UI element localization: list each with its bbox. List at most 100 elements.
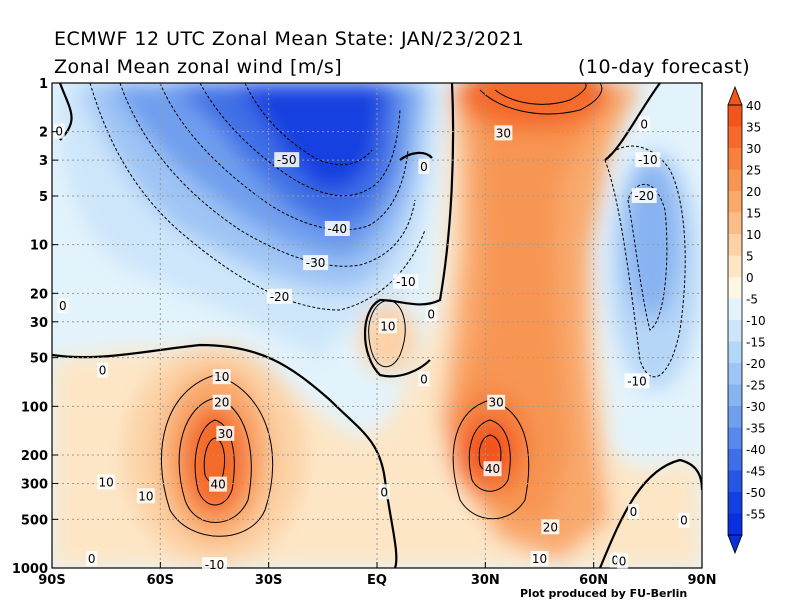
contour-label-bg [393,273,419,289]
colorbar-label: -10 [746,314,766,328]
colorbar-label: -25 [746,379,766,393]
contour-label-bg [617,553,629,569]
contour-label: 10 [99,475,114,489]
y-tick-label: 200 [21,449,48,464]
contour-label-bg [494,125,513,141]
contour-label-bg [378,484,390,500]
contour-label: -40 [327,222,347,236]
colorbar-swatch [728,277,742,299]
y-tick-label: 10 [30,239,48,254]
colorbar-label: -35 [746,422,766,436]
contour-label-bg [487,394,506,410]
contour-label: 40 [485,462,500,476]
colorbar-label: -20 [746,357,766,371]
contour-label-bg [678,512,690,528]
contour-label: 0 [99,363,107,377]
contour-label: 10 [214,370,229,384]
contour-label: 0 [420,160,428,174]
contour-label-bg [53,123,65,139]
colorbar-swatch [728,298,742,321]
contour-label-bg [324,220,350,236]
colorbar-swatch [728,126,742,149]
contour-label-bg [418,158,430,174]
colorbar-swatch [728,148,742,170]
contour-label: 0 [612,554,620,568]
contour-label: -10 [205,558,225,572]
x-tick-label: 90S [38,573,65,588]
y-tick-label: 2 [39,126,48,141]
contour-label: 20 [214,396,229,410]
colorbar-swatch [728,255,742,278]
contour-label-bg [136,488,155,504]
colorbar-arrow-bottom [727,534,743,555]
y-tick-label: 300 [21,477,48,492]
colorbar-label: 15 [746,207,761,221]
colorbar-swatch [728,427,742,450]
grid-lines [52,83,702,568]
contour-label-bg [378,318,397,334]
colorbar-label: 0 [746,271,754,285]
forecast-label: (10-day forecast) [578,56,751,78]
colorbar-swatch [728,406,742,428]
contour-label-bg [267,288,292,304]
contour-label-bg [609,552,621,568]
contour-label-bg [624,373,650,389]
colorbar-swatch [728,470,742,493]
colorbar-label: -55 [746,508,766,522]
contour-label: 0 [420,372,428,386]
colorbar-swatch [728,449,742,471]
contour-label: 0 [380,485,388,499]
contour-label: 10 [532,552,547,566]
contour-label-bg [57,298,69,314]
contour-label: -50 [277,153,297,167]
y-axis: 1 2 3 5 10 20 30 50 100 200 300 500 1000 [12,77,58,577]
contour-label-bg [638,116,650,132]
colorbar-arrow-top [727,85,743,106]
chart-subtitle: Zonal Mean zonal wind [m/s] [54,56,343,78]
colorbar-label: 40 [746,99,761,113]
y-tick-label: 30 [30,316,48,331]
contour-label-bg [274,152,300,168]
contour-label-bg [627,503,639,519]
contour-label-bg [86,551,98,567]
colorbar-label: -5 [746,293,758,307]
colorbar-label: -15 [746,336,766,350]
colorbar-label: 5 [746,250,754,264]
contour-label-bg [418,371,430,387]
contour-label: -10 [396,275,416,289]
contour-label: 0 [630,505,638,519]
contour-label-bg [97,362,109,378]
colorbar-label: 20 [746,185,761,199]
contour-label: 10 [380,319,395,333]
colorbar-swatch [728,384,742,407]
contour-label: -20 [634,189,654,203]
y-tick-label: 1000 [12,562,48,577]
colorbar-label: -30 [746,400,766,414]
y-tick-label: 500 [21,513,48,528]
contour-label: -30 [306,256,326,270]
y-tick-label: 20 [30,287,48,302]
contour-label: -10 [638,153,658,167]
y-tick-label: 3 [39,154,48,169]
y-tick-label: 50 [30,352,48,367]
contour-label-bg [216,425,235,441]
contour-label: 40 [210,478,225,492]
colorbar-label: -40 [746,443,766,457]
contour-label-bg [303,255,329,271]
colorbar-label: 10 [746,228,761,242]
colorbar-label: 35 [746,121,761,135]
credit-label: Plot produced by FU-Berlin [520,587,688,600]
contour-label: -20 [270,290,290,304]
contour-label-bg [425,306,437,322]
y-tick-label: 1 [39,77,48,92]
y-tick-label: 5 [39,190,48,205]
y-tick-label: 100 [21,400,48,415]
contour-label: 0 [427,307,435,321]
contour-label: 0 [59,299,67,313]
contour-label: 0 [619,554,627,568]
colorbar-swatch [728,212,742,235]
contour-label-bg [97,474,116,490]
contour-label: -10 [627,374,647,388]
